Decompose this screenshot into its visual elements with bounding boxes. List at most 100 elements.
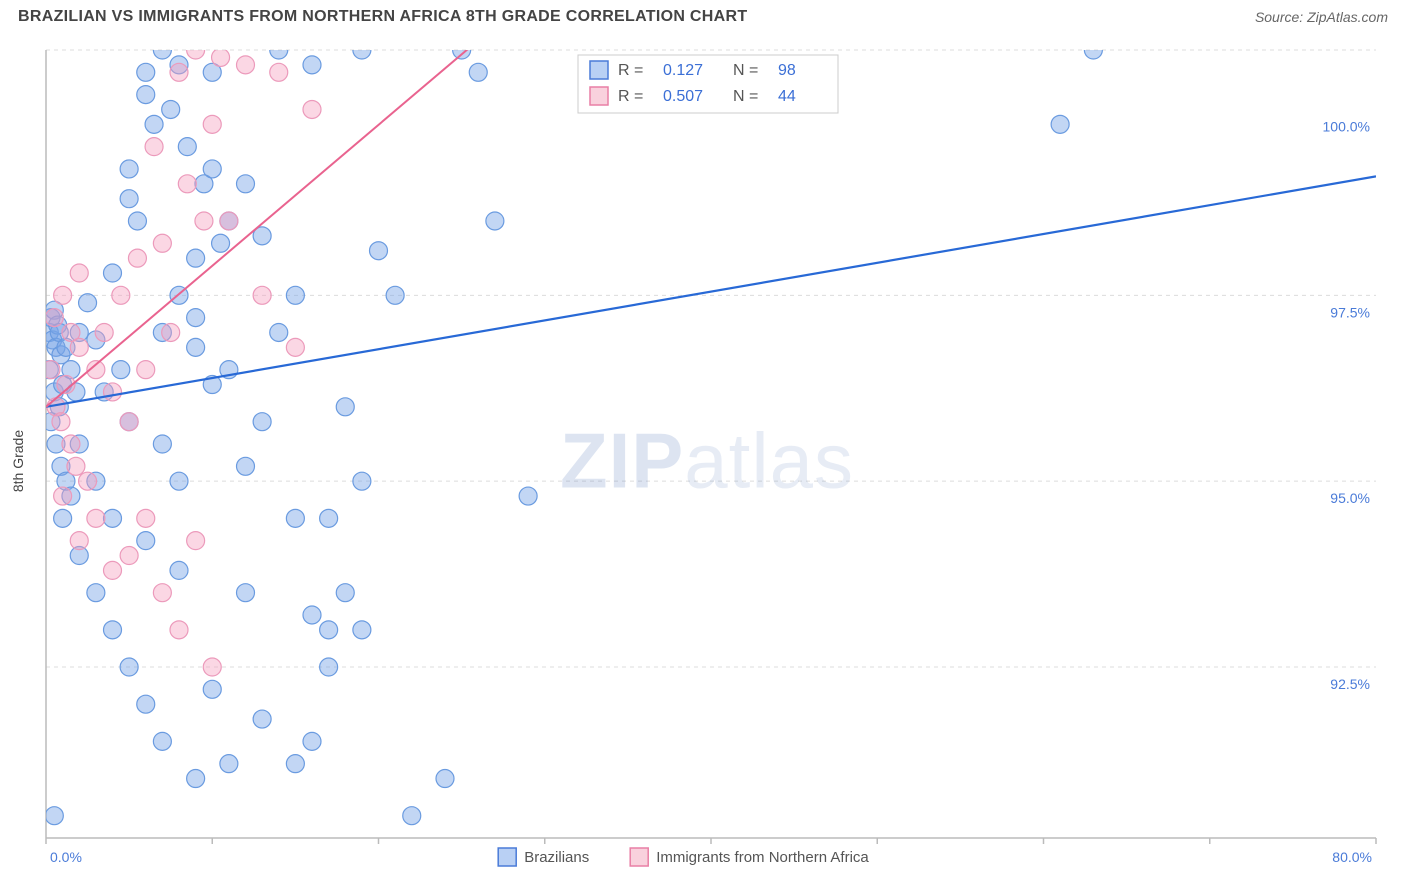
data-point — [145, 115, 163, 133]
data-point — [62, 323, 80, 341]
data-point — [178, 175, 196, 193]
data-point — [212, 234, 230, 252]
data-point — [120, 160, 138, 178]
data-point — [353, 41, 371, 59]
data-point — [253, 413, 271, 431]
data-point — [54, 286, 72, 304]
chart-area: 8th Grade 92.5%95.0%97.5%100.0%0.0%80.0%… — [18, 40, 1396, 882]
data-point — [170, 63, 188, 81]
data-point — [187, 309, 205, 327]
data-point — [104, 264, 122, 282]
data-point — [237, 584, 255, 602]
data-point — [153, 41, 171, 59]
data-point — [87, 584, 105, 602]
data-point — [187, 41, 205, 59]
data-point — [170, 472, 188, 490]
data-point — [120, 658, 138, 676]
data-point — [104, 621, 122, 639]
data-point — [137, 509, 155, 527]
data-point — [370, 242, 388, 260]
data-point — [79, 472, 97, 490]
y-axis-label: 8th Grade — [10, 430, 26, 492]
legend-r-value: 0.127 — [663, 62, 703, 79]
data-point — [336, 398, 354, 416]
data-point — [87, 509, 105, 527]
data-point — [519, 487, 537, 505]
data-point — [220, 755, 238, 773]
data-point — [54, 487, 72, 505]
data-point — [170, 621, 188, 639]
data-point — [220, 212, 238, 230]
y-tick-label: 97.5% — [1330, 304, 1370, 320]
data-point — [162, 323, 180, 341]
data-point — [104, 561, 122, 579]
data-point — [203, 115, 221, 133]
data-point — [353, 621, 371, 639]
data-point — [95, 323, 113, 341]
data-point — [112, 286, 130, 304]
data-point — [52, 413, 70, 431]
data-point — [62, 435, 80, 453]
legend-swatch — [590, 61, 608, 79]
data-point — [320, 509, 338, 527]
data-point — [286, 755, 304, 773]
data-point — [137, 86, 155, 104]
data-point — [170, 561, 188, 579]
data-point — [79, 294, 97, 312]
data-point — [353, 472, 371, 490]
chart-title: BRAZILIAN VS IMMIGRANTS FROM NORTHERN AF… — [18, 8, 747, 26]
data-point — [403, 807, 421, 825]
data-point — [67, 457, 85, 475]
data-point — [469, 63, 487, 81]
y-tick-label: 92.5% — [1330, 676, 1370, 692]
data-point — [128, 212, 146, 230]
data-point — [112, 361, 130, 379]
data-point — [45, 807, 63, 825]
data-point — [153, 732, 171, 750]
legend-series-label: Brazilians — [524, 849, 589, 866]
data-point — [178, 138, 196, 156]
legend-r-label: R = — [618, 62, 643, 79]
data-point — [187, 249, 205, 267]
data-point — [120, 547, 138, 565]
data-point — [436, 770, 454, 788]
data-point — [237, 56, 255, 74]
data-point — [270, 323, 288, 341]
data-point — [303, 100, 321, 118]
data-point — [70, 264, 88, 282]
data-point — [45, 309, 63, 327]
data-point — [54, 509, 72, 527]
data-point — [336, 584, 354, 602]
y-tick-label: 100.0% — [1323, 118, 1370, 134]
legend-swatch — [630, 848, 648, 866]
legend-series-label: Immigrants from Northern Africa — [656, 849, 869, 866]
data-point — [137, 63, 155, 81]
data-point — [270, 63, 288, 81]
data-point — [187, 770, 205, 788]
legend-n-value: 98 — [778, 62, 796, 79]
data-point — [195, 212, 213, 230]
chart-source: Source: ZipAtlas.com — [1255, 9, 1388, 25]
data-point — [286, 509, 304, 527]
data-point — [187, 338, 205, 356]
data-point — [120, 413, 138, 431]
data-point — [237, 457, 255, 475]
legend-n-value: 44 — [778, 88, 796, 105]
scatter-chart: 92.5%95.0%97.5%100.0%0.0%80.0%R =0.127N … — [18, 40, 1396, 882]
data-point — [153, 584, 171, 602]
data-point — [203, 680, 221, 698]
data-point — [137, 361, 155, 379]
chart-header: BRAZILIAN VS IMMIGRANTS FROM NORTHERN AF… — [0, 0, 1406, 32]
data-point — [1084, 41, 1102, 59]
data-point — [253, 710, 271, 728]
data-point — [145, 138, 163, 156]
data-point — [320, 621, 338, 639]
data-point — [153, 234, 171, 252]
x-tick-label: 80.0% — [1332, 849, 1372, 865]
data-point — [303, 56, 321, 74]
data-point — [187, 532, 205, 550]
legend-r-label: R = — [618, 88, 643, 105]
data-point — [104, 509, 122, 527]
data-point — [303, 732, 321, 750]
data-point — [286, 286, 304, 304]
